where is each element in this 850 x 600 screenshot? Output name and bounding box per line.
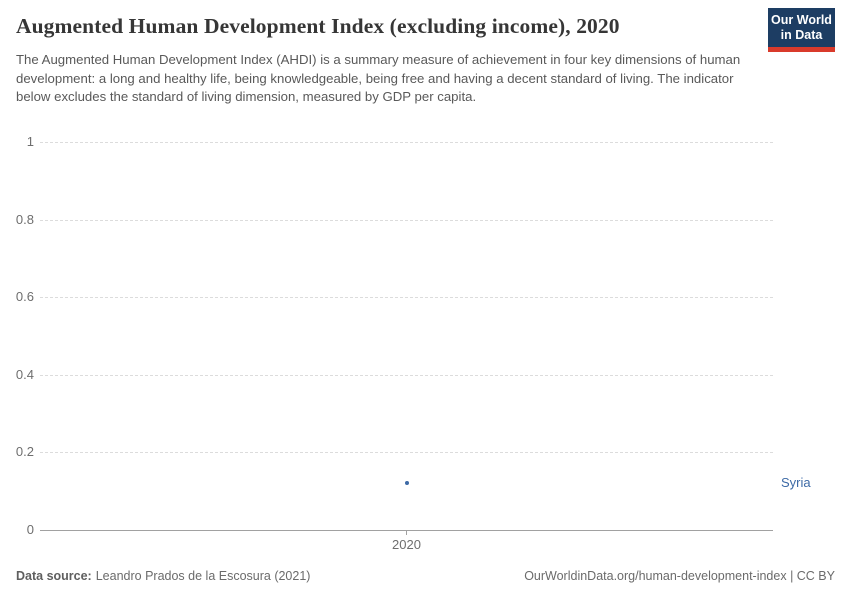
gridline-y-0.4 [40, 374, 773, 376]
data-source-value: Leandro Prados de la Escosura (2021) [95, 569, 311, 583]
data-point-syria[interactable] [404, 481, 409, 486]
x-tick-label-2020: 2020 [392, 537, 421, 552]
data-source-label: Data source: [16, 569, 92, 583]
y-tick-label-0.6: 0.6 [15, 289, 34, 305]
y-tick-label-0.4: 0.4 [15, 366, 34, 382]
entity-label-syria[interactable]: Syria [781, 475, 811, 491]
owid-logo-line1: Our World [771, 12, 832, 27]
credit-link[interactable]: OurWorldinData.org/human-development-ind… [524, 569, 835, 583]
y-tick-label-0.2: 0.2 [15, 444, 34, 460]
gridline-y-0.8 [40, 219, 773, 221]
owid-logo[interactable]: Our World in Data [768, 8, 835, 52]
y-tick-label-0: 0 [26, 522, 34, 537]
plot-area: 2020 Syria [40, 142, 811, 552]
gridline-y-1 [40, 142, 773, 143]
chart-subtitle: The Augmented Human Development Index (A… [16, 52, 741, 104]
y-tick-label-1: 1 [26, 134, 34, 149]
page-title: Augmented Human Development Index (exclu… [16, 14, 620, 38]
y-tick-label-0.8: 0.8 [15, 211, 34, 227]
gridline-y-0.2 [40, 452, 773, 454]
data-source: Data source: Leandro Prados de la Escosur… [16, 568, 310, 584]
y-axis: 0 0.2 0.4 0.6 0.8 1 [0, 134, 34, 537]
chart-footer: Data source: Leandro Prados de la Escosur… [16, 568, 835, 584]
x-tick-mark-2020 [406, 530, 407, 535]
owid-logo-line2: in Data [780, 27, 823, 42]
gridline-y-0.6 [40, 297, 773, 299]
